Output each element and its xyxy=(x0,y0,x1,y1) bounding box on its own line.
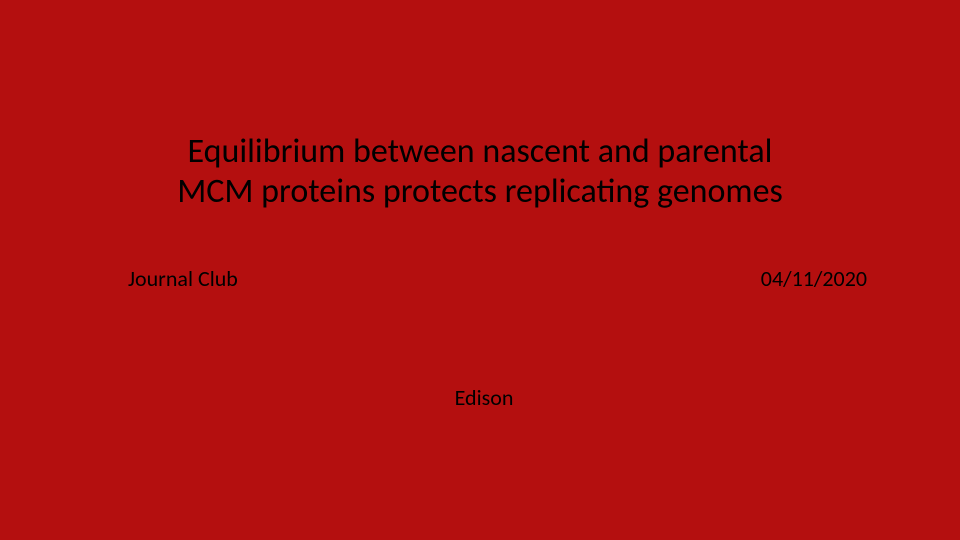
presenter-name: Edison xyxy=(0,384,960,411)
title-line-2: MCM proteins protects replicating genome… xyxy=(140,172,820,212)
journal-club-label: Journal Club xyxy=(128,265,238,292)
slide-title: Equilibrium between nascent and parental… xyxy=(0,132,960,212)
title-line-1: Equilibrium between nascent and parental xyxy=(140,132,820,172)
presentation-date: 04/11/2020 xyxy=(761,265,867,292)
